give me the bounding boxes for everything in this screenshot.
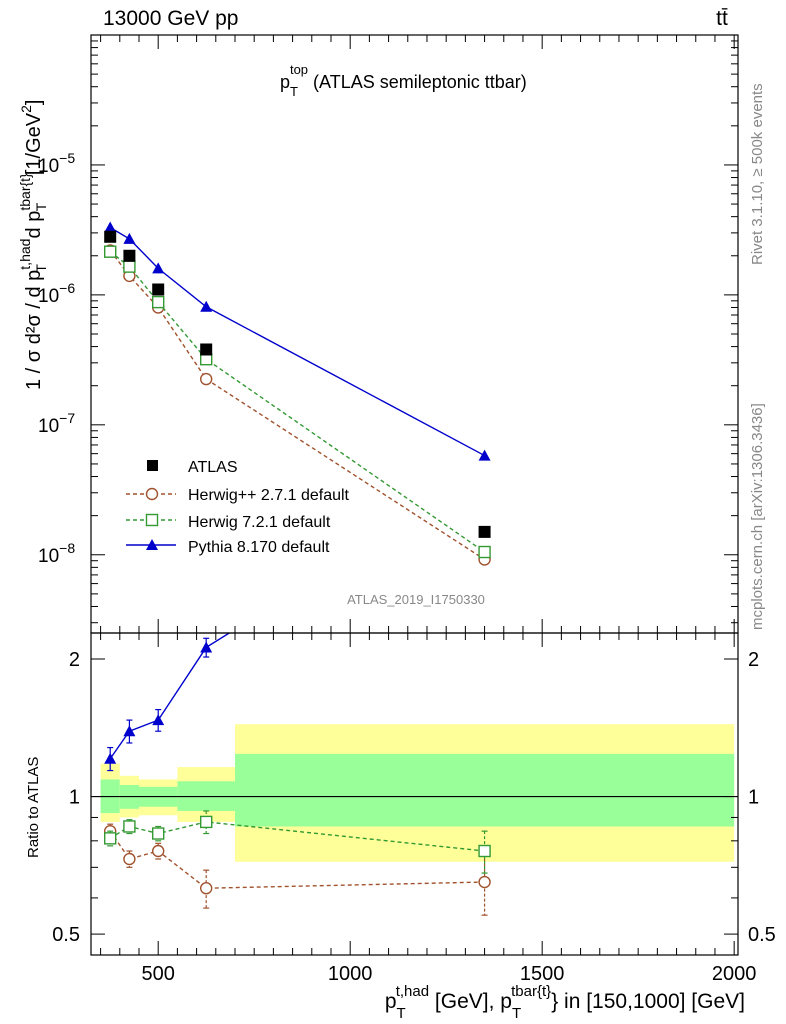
y-tick-label: 10−7 [38,410,75,437]
y-axis-label: 1 / σ d²σ / d pt,hadT d ptbar{t}T [1/GeV… [17,100,49,390]
data-point-atlas [200,343,213,356]
legend-herwigpp-label: Herwig++ 2.7.1 default [188,487,350,504]
ratio-point-herwig-2-7-1-default [478,875,491,889]
legend-herwig7-marker [145,513,159,527]
y-tick-label: 10−6 [38,280,75,307]
ratio-y-tick-label-right: 2 [748,649,759,671]
data-point-atlas [478,525,491,538]
legend-atlas-label: ATLAS [188,459,238,476]
source-label: mcplots.cern.ch [arXiv:1306.3436] [749,403,766,630]
data-point-herwig-7-2-1-default [123,260,136,273]
data-point-herwig-7-2-1-default [478,545,491,559]
ratio-y-axis-label: Ratio to ATLAS [25,757,42,858]
ratio-point-pythia-8-170-default [152,714,165,726]
data-point-herwig-2-7-1-default [199,372,213,386]
data-point-pythia-8-170-default [123,232,136,244]
data-point-pythia-8-170-default [104,221,117,233]
ratio-point-pythia-8-170-default [104,752,117,764]
ratio-point-pythia-8-170-default [267,599,279,610]
ratio-point-pythia-8-170-default [123,725,136,737]
data-point-herwig-7-2-1-default [103,245,117,258]
ratio-y-tick-label: 1 [69,787,80,809]
analysis-id: ATLAS_2019_I1750330 [347,592,485,607]
legend-pythia-label: Pythia 8.170 default [188,539,330,556]
ratio-y-tick-label: 2 [69,649,80,671]
data-point-atlas [104,230,117,243]
ratio-point-herwig-7-2-1-default [151,827,165,840]
data-point-herwig-7-2-1-default [151,295,165,309]
ratio-y-tick-label-right: 0.5 [748,924,776,946]
process-label: tt̄ [716,7,728,30]
series-pythia-8-170-default [104,221,491,461]
ratio-point-herwig-7-2-1-default [199,815,213,829]
legend: ATLAS Herwig++ 2.7.1 default Herwig 7.2.… [126,459,350,556]
ratio-y-tick-label-right: 1 [748,787,759,809]
data-point-pythia-8-170-default [478,449,491,461]
x-tick-label: 2000 [712,963,757,985]
series-herwig-7-2-1-default [103,245,491,559]
data-point-atlas [123,249,136,262]
y-tick-label: 10−5 [38,150,75,177]
series-atlas [104,230,491,538]
series-line-herwig-7-2-1-default [109,251,485,553]
ratio-point-herwig-2-7-1-default [199,882,213,895]
data-point-pythia-8-170-default [152,262,165,274]
ratio-y-tick-label: 0.5 [52,924,80,946]
y-tick-label: 10−8 [38,540,75,567]
x-tick-label: 1000 [328,963,373,985]
ratio-plot-frame [90,632,739,956]
ratio-series-herwig-7-2-1-default [103,810,491,874]
rivet-version-label: Rivet 3.1.10, ≥ 500k events [749,83,766,265]
data-point-atlas [152,283,165,296]
ratio-point-herwig-2-7-1-default [151,844,165,858]
uncertainty-band-stat-4 [234,753,735,827]
legend-herwig7-label: Herwig 7.2.1 default [188,514,331,531]
ratio-point-herwig-7-2-1-default [103,832,117,845]
ratio-point-herwig-7-2-1-default [123,820,136,833]
ratio-point-herwig-2-7-1-default [123,852,136,866]
x-axis-label: pTt,had [GeV], pTtbar{t}} in [150,1000] … [385,983,745,1022]
legend-pythia-marker [146,539,158,550]
ratio-point-herwig-7-2-1-default [478,844,491,858]
x-tick-label: 500 [142,963,175,985]
plot-title: pTtop (ATLAS semileptonic ttbar) [280,62,527,99]
legend-herwigpp-marker [145,487,159,501]
ratio-point-pythia-8-170-default [200,641,213,653]
data-point-pythia-8-170-default [200,300,213,312]
series-line-pythia-8-170-default [109,226,485,457]
series-line-herwig-2-7-1-default [109,249,485,561]
x-tick-label: 1500 [520,963,565,985]
legend-atlas-marker [147,460,158,471]
energy-label: 13000 GeV pp [103,7,238,30]
